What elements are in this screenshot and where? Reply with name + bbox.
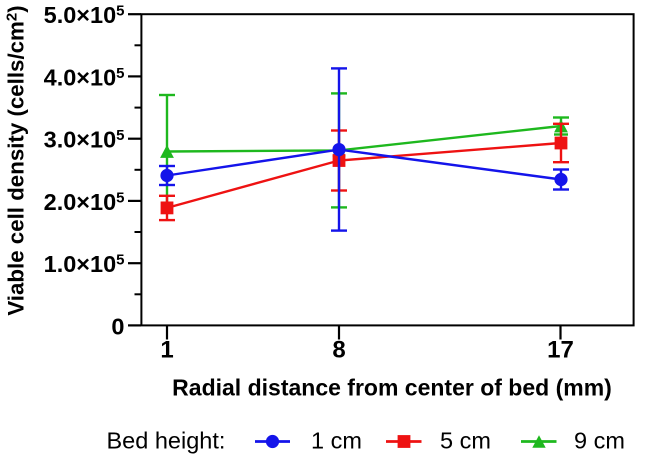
svg-text:2.0×105: 2.0×105 <box>44 189 125 215</box>
svg-text:9 cm: 9 cm <box>574 428 625 454</box>
svg-text:Viable cell density (cells/cm2: Viable cell density (cells/cm2) <box>4 5 29 315</box>
svg-text:3.0×105: 3.0×105 <box>44 127 125 153</box>
svg-text:Bed height:: Bed height: <box>107 428 226 454</box>
svg-text:Radial distance from center of: Radial distance from center of bed (mm) <box>172 375 612 401</box>
svg-text:0: 0 <box>111 313 124 339</box>
svg-text:1.0×105: 1.0×105 <box>44 251 125 277</box>
svg-text:1 cm: 1 cm <box>311 428 362 454</box>
svg-text:8: 8 <box>332 337 345 364</box>
svg-text:5.0×105: 5.0×105 <box>44 2 125 28</box>
svg-text:4.0×105: 4.0×105 <box>44 64 125 90</box>
svg-text:17: 17 <box>547 337 574 364</box>
svg-text:5 cm: 5 cm <box>440 428 491 454</box>
svg-text:1: 1 <box>160 337 173 364</box>
